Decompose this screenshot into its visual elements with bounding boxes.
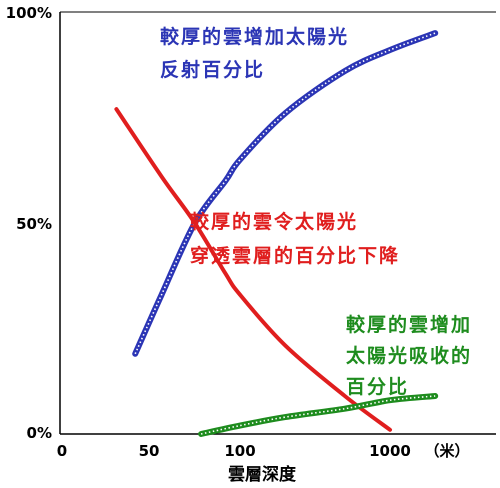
absorption-annotation-line-1: 較厚的雲增加	[346, 313, 472, 336]
transmission-curve	[114, 107, 392, 432]
y-tick-labels: 100% 50% 0%	[6, 4, 52, 442]
absorption-annotation-line-3: 百分比	[346, 376, 409, 398]
absorption-curve-dot-pattern	[200, 395, 436, 435]
x-tick-label-50: 50	[139, 442, 160, 460]
x-unit-label: （米）	[424, 442, 469, 460]
axes	[59, 11, 496, 435]
x-tick-label-0: 0	[57, 442, 67, 460]
absorption-curve-line	[198, 393, 439, 437]
x-tick-labels: 0 50 100 1000 （米）	[57, 442, 470, 460]
x-tick-label-100: 100	[224, 442, 255, 460]
reflection-curve	[132, 30, 439, 357]
series-layer	[114, 30, 439, 437]
x-tick-label-1000: 1000	[369, 442, 411, 460]
reflection-curve-dot-pattern	[134, 32, 436, 355]
annotations: 較厚的雲增加太陽光 反射百分比 較厚的雲令太陽光 穿透雲層的百分比下降 較厚的雲…	[160, 25, 472, 398]
y-tick-label-0: 0%	[27, 424, 52, 442]
absorption-annotation-line-2: 太陽光吸收的	[346, 344, 472, 367]
x-axis-title: 雲層深度	[228, 464, 297, 485]
y-tick-label-50: 50%	[16, 215, 52, 233]
transmission-annotation-line-2: 穿透雲層的百分比下降	[190, 244, 400, 267]
y-tick-label-100: 100%	[6, 4, 52, 22]
reflection-annotation-line-2: 反射百分比	[160, 58, 265, 81]
transmission-curve-line	[114, 107, 392, 432]
reflection-curve-line	[132, 30, 439, 357]
absorption-curve	[198, 393, 439, 437]
transmission-annotation-line-1: 較厚的雲令太陽光	[190, 210, 358, 233]
reflection-annotation-line-1: 較厚的雲增加太陽光	[160, 25, 349, 48]
